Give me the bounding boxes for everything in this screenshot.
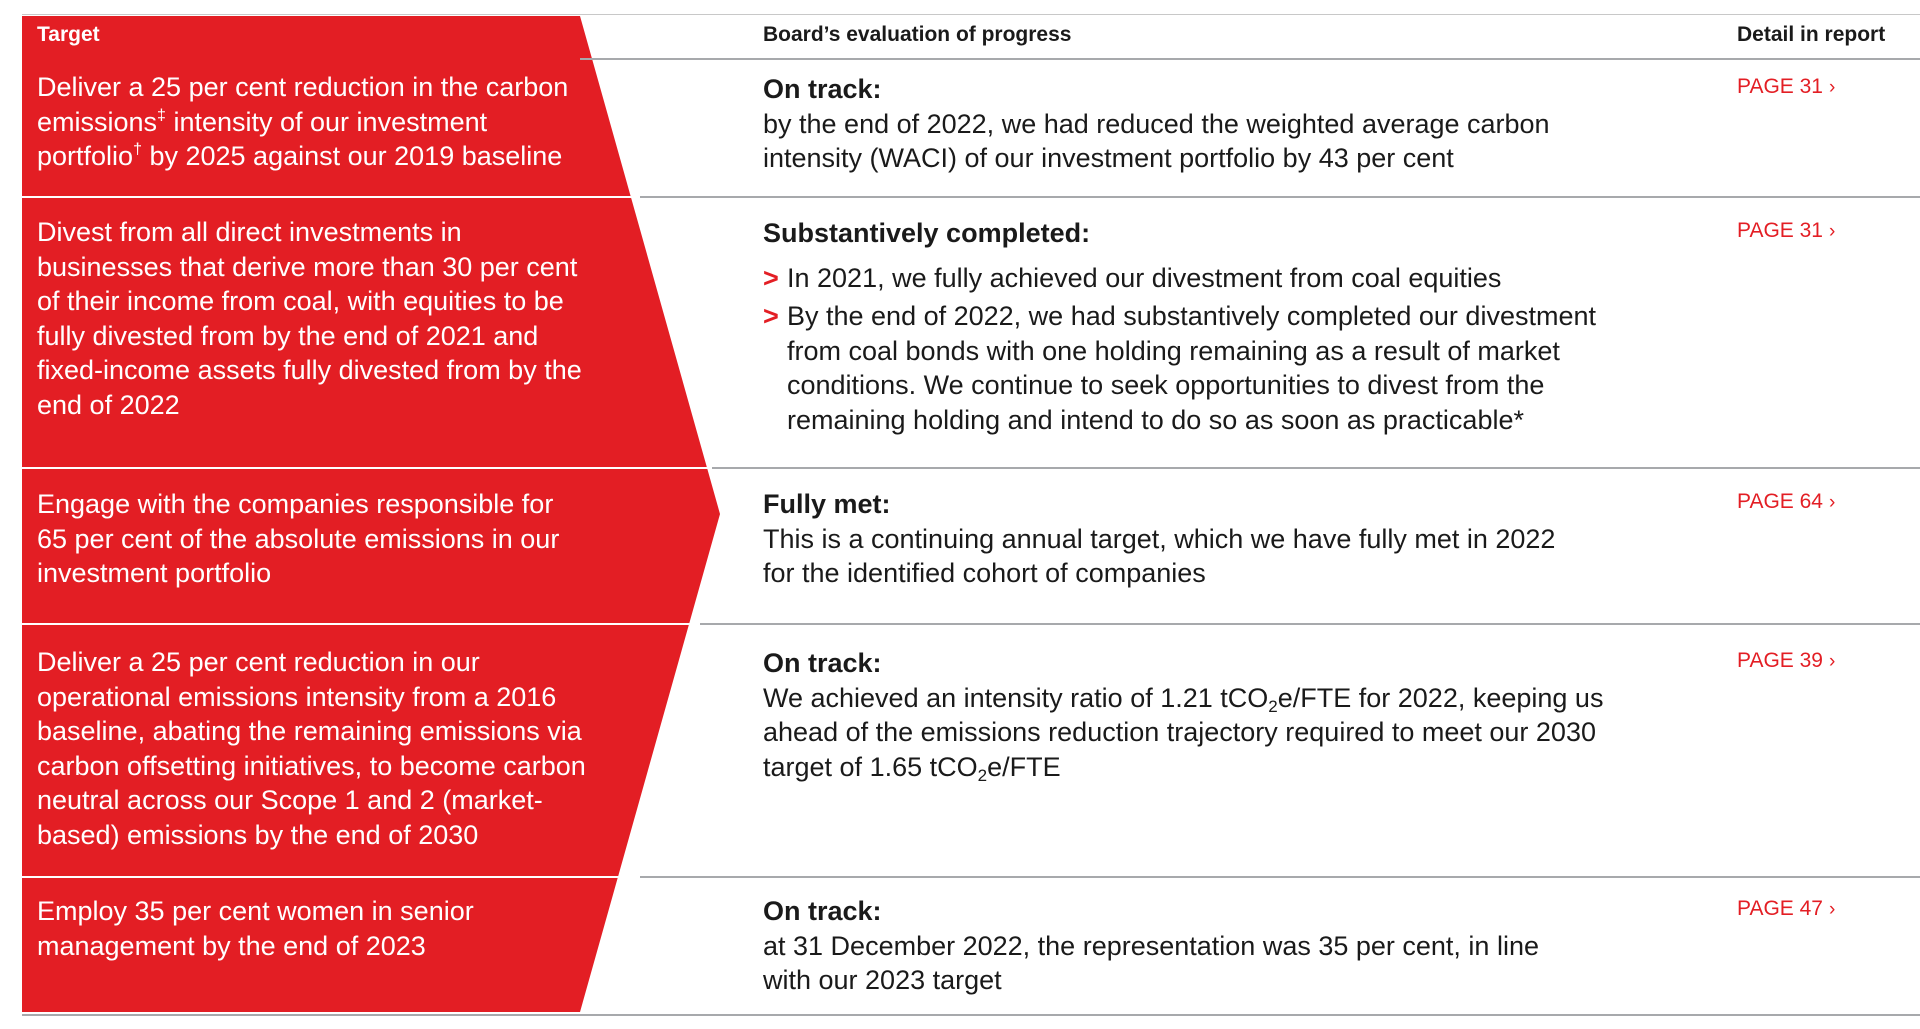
evaluation-text: at 31 December 2022, the representation … [763,930,1539,996]
chevron-right-icon: > [763,262,779,293]
chevron-right-icon: › [1829,77,1836,98]
evaluation-cell: Fully met: This is a continuing annual t… [763,487,1663,591]
page-link[interactable]: PAGE 64 › [1737,489,1835,516]
top-rule [22,14,1920,15]
chevron-right-icon: › [1829,899,1836,920]
bottom-rule [22,1014,1920,1016]
target-text: Engage with the companies responsible fo… [37,489,560,588]
target-text: Divest from all direct investments in bu… [37,217,582,420]
page-link[interactable]: PAGE 39 › [1737,648,1835,675]
chevron-right-icon: › [1829,492,1836,513]
evaluation-cell: On track: at 31 December 2022, the repre… [763,894,1663,998]
status-label: On track: [763,74,882,104]
status-label: Substantively completed: [763,218,1091,248]
evaluation-column-header: Board’s evaluation of progress [763,23,1072,46]
chevron-right-icon: > [763,301,779,331]
row-rule [700,623,1920,625]
evaluation-text: This is a continuing annual target, whic… [763,523,1556,589]
list-item: > By the end of 2022, we had substantivel… [763,301,1596,435]
evaluation-text: We achieved an intensity ratio of 1.21 t… [763,682,1604,785]
double-dagger-footnote: ‡ [157,106,166,124]
bullet-list: > In 2021, we fully achieved our divestme… [763,261,1663,438]
chevron-right-icon: › [1829,651,1836,672]
chevron-right-icon: › [1829,221,1836,242]
target-text: Deliver a 25 per cent reduction in the c… [37,72,569,171]
status-label: On track: [763,896,882,926]
row-rule [712,467,1920,469]
evaluation-cell: On track: We achieved an intensity ratio… [763,646,1663,784]
header-rule [580,58,1920,60]
page-link[interactable]: PAGE 31 › [1737,218,1835,245]
evaluation-cell: On track: by the end of 2022, we had red… [763,72,1663,176]
row-rule [640,876,1920,878]
red-chevron-band [22,16,720,1012]
page-link[interactable]: PAGE 31 › [1737,74,1835,101]
dagger-footnote: † [133,141,142,158]
target-text: Deliver a 25 per cent reduction in our o… [37,647,586,850]
target-column-header: Target [37,23,100,46]
row-separators-red [22,196,715,878]
detail-column-header: Detail in report [1737,23,1886,46]
status-label: Fully met: [763,489,891,519]
row-rule [640,196,1920,198]
evaluation-text: by the end of 2022, we had reduced the w… [763,108,1550,174]
list-item: > In 2021, we fully achieved our divestme… [763,261,1663,296]
evaluation-cell: Substantively completed: > In 2021, we fu… [763,216,1663,441]
target-text: Employ 35 per cent women in senior manag… [37,896,474,961]
status-label: On track: [763,648,882,678]
page-link[interactable]: PAGE 47 › [1737,896,1835,923]
